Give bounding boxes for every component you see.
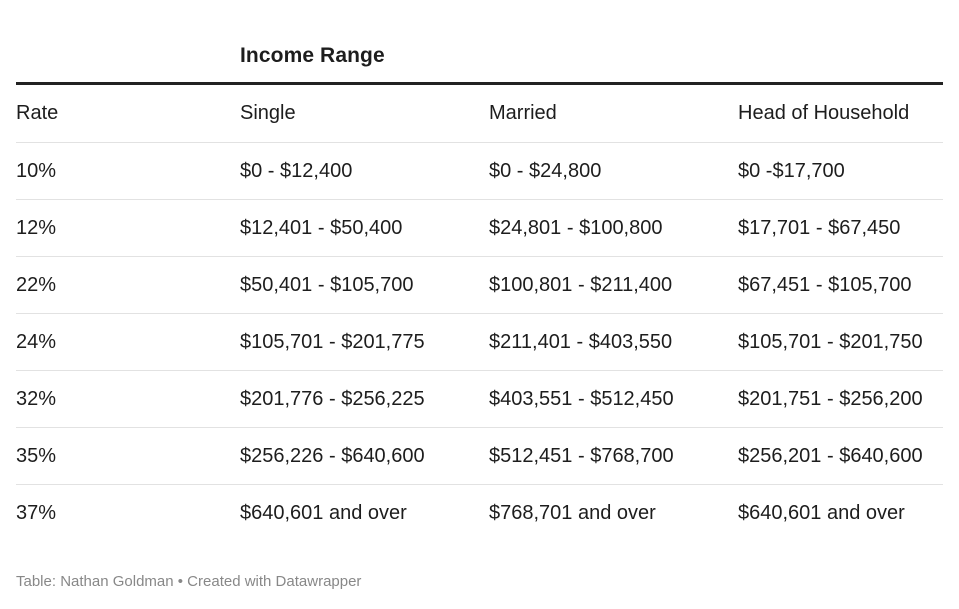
head-of-household-cell: $17,701 - $67,450: [738, 216, 901, 239]
column-header-single: Single: [240, 102, 296, 124]
rate-cell: 22%: [16, 273, 57, 296]
single-cell: $0 - $12,400: [240, 159, 353, 182]
rate-cell: 10%: [16, 159, 57, 182]
married-cell: $24,801 - $100,800: [489, 216, 663, 239]
table-row: 12% $12,401 - $50,400 $24,801 - $100,800…: [16, 200, 943, 257]
married-cell: $768,701 and over: [489, 502, 656, 524]
head-of-household-cell: $640,601 and over: [738, 502, 905, 524]
single-cell: $640,601 and over: [240, 502, 407, 524]
rate-cell: 12%: [16, 216, 57, 239]
married-cell: $0 - $24,800: [489, 159, 602, 182]
married-cell: $512,451 - $768,700: [489, 444, 674, 467]
table-row: 10% $0 - $12,400 $0 - $24,800 $0 -$17,70…: [16, 143, 943, 200]
head-of-household-cell: $201,751 - $256,200: [738, 387, 923, 410]
head-of-household-cell: $256,201 - $640,600: [738, 444, 923, 467]
source-footnote: Table: Nathan Goldman • Created with Dat…: [16, 573, 362, 590]
income-range-heading: Income Range: [240, 44, 385, 67]
rate-cell: 37%: [16, 502, 57, 524]
head-of-household-cell: $105,701 - $201,750: [738, 330, 923, 353]
table-row: 24% $105,701 - $201,775 $211,401 - $403,…: [16, 314, 943, 371]
head-of-household-cell: $67,451 - $105,700: [738, 273, 912, 296]
single-cell: $201,776 - $256,225: [240, 387, 425, 410]
married-cell: $211,401 - $403,550: [489, 330, 673, 353]
single-cell: $12,401 - $50,400: [240, 216, 403, 239]
table-row: 32% $201,776 - $256,225 $403,551 - $512,…: [16, 371, 943, 428]
head-of-household-cell: $0 -$17,700: [738, 159, 845, 182]
column-header-married: Married: [489, 102, 557, 124]
rate-cell: 24%: [16, 330, 57, 353]
tax-bracket-table: Income Range Rate Single Married Head of…: [16, 0, 943, 542]
column-header-rate: Rate: [16, 102, 59, 124]
single-cell: $105,701 - $201,775: [240, 330, 425, 353]
column-header-row: Rate Single Married Head of Household: [16, 85, 943, 143]
single-cell: $50,401 - $105,700: [240, 273, 414, 296]
rate-cell: 32%: [16, 387, 57, 410]
table-row: 35% $256,226 - $640,600 $512,451 - $768,…: [16, 428, 943, 485]
married-cell: $100,801 - $211,400: [489, 273, 673, 296]
table-group-header: Income Range: [16, 0, 943, 85]
married-cell: $403,551 - $512,450: [489, 387, 674, 410]
table-row: 37% $640,601 and over $768,701 and over …: [16, 485, 943, 542]
table-row: 22% $50,401 - $105,700 $100,801 - $211,4…: [16, 257, 943, 314]
single-cell: $256,226 - $640,600: [240, 444, 425, 467]
column-header-head-of-household: Head of Household: [738, 102, 910, 124]
rate-cell: 35%: [16, 444, 57, 467]
